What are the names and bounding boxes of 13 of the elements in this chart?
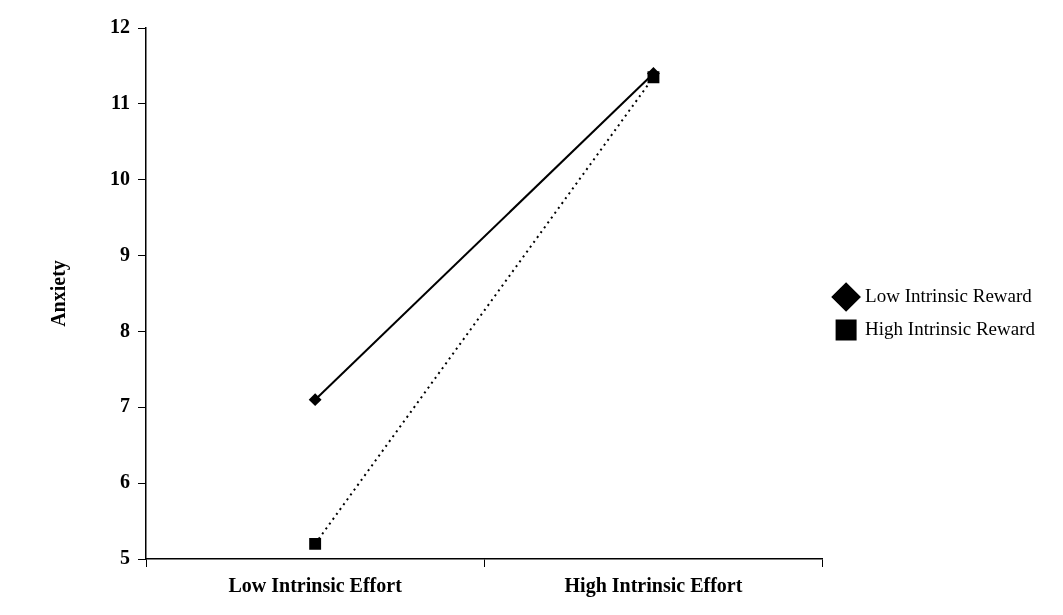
y-tick-label: 12 [110, 15, 130, 38]
y-tick-label: 7 [120, 394, 130, 417]
x-tick-label: Low Intrinsic Effort [228, 574, 403, 597]
y-tick-label: 6 [120, 470, 130, 493]
legend-label: High Intrinsic Reward [865, 317, 1036, 339]
y-tick-label: 11 [111, 91, 130, 114]
legend-label: Low Intrinsic Reward [865, 284, 1033, 306]
y-axis-title: Anxiety [47, 260, 71, 327]
y-tick-label: 5 [120, 546, 130, 569]
x-tick-label: High Intrinsic Effort [564, 574, 743, 598]
y-tick-label: 9 [120, 242, 130, 265]
y-tick-label: 10 [110, 166, 130, 189]
y-tick-label: 8 [120, 318, 130, 341]
